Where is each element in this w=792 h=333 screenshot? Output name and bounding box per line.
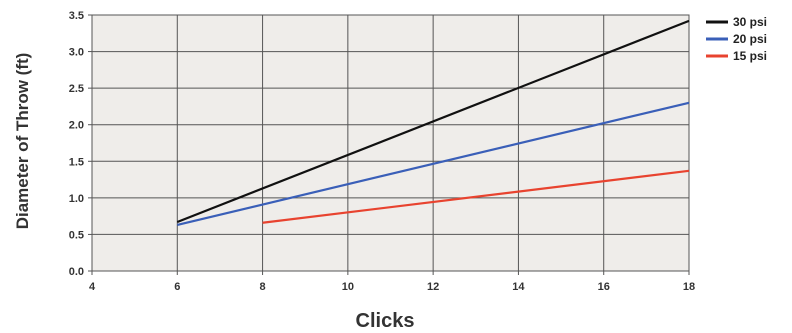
x-tick-label: 16 — [598, 281, 610, 293]
plot-area — [91, 14, 690, 272]
grid-lines — [91, 14, 690, 272]
legend-label: 30 psi — [733, 15, 767, 29]
series-lines — [176, 19, 690, 226]
y-tick-label: 1.5 — [69, 156, 84, 168]
y-axis-ticks: 0.0 0.5 1.0 1.5 2.0 2.5 3.0 3.5 — [69, 10, 92, 278]
y-tick-label: 3.5 — [69, 10, 84, 22]
y-tick-label: 2.5 — [69, 83, 84, 95]
legend: 30 psi 20 psi 15 psi — [706, 15, 767, 63]
y-axis-label: Diameter of Throw (ft) — [13, 53, 32, 230]
series-line-2 — [262, 169, 690, 224]
y-tick-label: 0.5 — [69, 229, 84, 241]
x-tick-label: 18 — [683, 281, 695, 293]
x-axis-ticks: 4 6 8 10 12 14 16 18 — [89, 271, 695, 293]
series-line-0 — [176, 19, 690, 224]
y-tick-label: 3.0 — [69, 47, 84, 59]
x-tick-label: 14 — [512, 281, 525, 293]
y-tick-label: 0.0 — [69, 266, 84, 278]
legend-label: 15 psi — [733, 49, 767, 63]
x-tick-label: 12 — [427, 281, 439, 293]
y-tick-label: 2.0 — [69, 120, 84, 132]
x-tick-label: 10 — [342, 281, 354, 293]
y-tick-label: 1.0 — [69, 193, 84, 205]
x-tick-label: 8 — [260, 281, 266, 293]
x-tick-label: 6 — [174, 281, 180, 293]
series-line-1 — [177, 101, 690, 226]
x-tick-label: 4 — [89, 281, 96, 293]
x-axis-label: Clicks — [356, 310, 415, 332]
legend-label: 20 psi — [733, 32, 767, 46]
